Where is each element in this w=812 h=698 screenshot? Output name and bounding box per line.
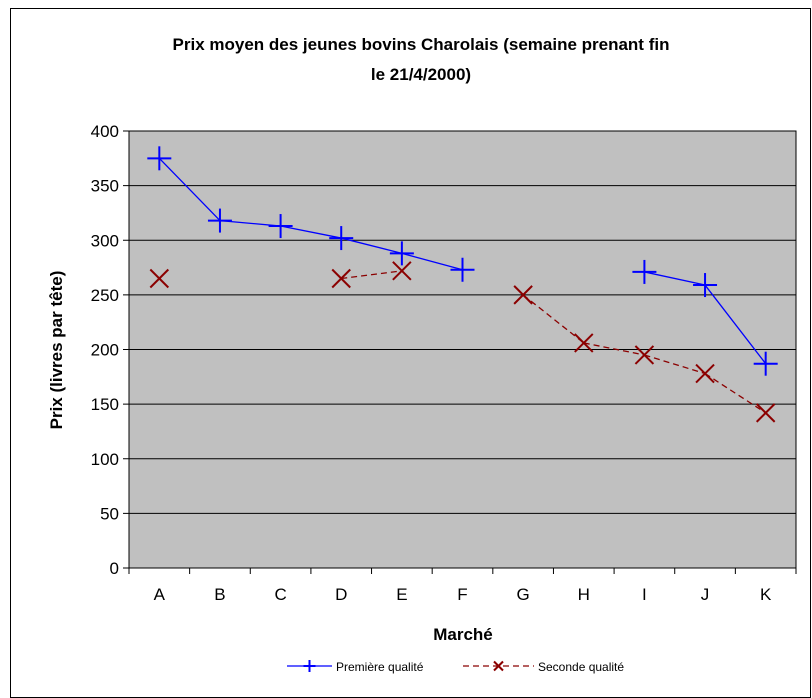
plus-marker (632, 259, 657, 284)
x-axis-title: Marché (433, 625, 493, 644)
y-tick-label: 400 (91, 122, 119, 141)
plus-marker (303, 660, 316, 672)
y-tick-label: 350 (91, 177, 119, 196)
series-0 (147, 146, 778, 376)
chart-title-line-2: le 21/4/2000) (371, 65, 471, 84)
x-marker (695, 363, 715, 384)
series-line-segment (583, 342, 645, 356)
y-tick-label: 200 (91, 341, 119, 360)
plus-marker (147, 146, 172, 171)
x-tick-label: G (517, 585, 530, 604)
series-line-segment (522, 294, 585, 344)
x-marker (331, 268, 351, 289)
plus-marker (693, 273, 718, 298)
series-line-segment (341, 270, 402, 280)
series-line-segment (401, 252, 463, 271)
x-marker (493, 660, 504, 672)
x-tick-label: C (274, 585, 286, 604)
series-line-segment (704, 372, 767, 414)
series-line-segment (158, 157, 221, 222)
plus-marker (753, 351, 778, 376)
x-tick-label: B (214, 585, 225, 604)
x-marker (755, 403, 776, 423)
chart-title-line-1: Prix moyen des jeunes bovins Charolais (… (173, 35, 670, 54)
x-tick-label: E (396, 585, 407, 604)
y-tick-label: 300 (91, 231, 119, 250)
grid-lines (129, 185, 796, 514)
y-tick-labels: 0 50 100 150 200 250 300 350 400 (91, 122, 119, 578)
plus-marker (268, 214, 293, 239)
legend-item-premiere (287, 660, 332, 672)
x-tick-labels: A B C D E F G H I J K (154, 585, 772, 604)
series-line-segment (644, 354, 706, 375)
y-axis-title: Prix (livres par tête) (47, 271, 66, 430)
chart-svg: Prix moyen des jeunes bovins Charolais (… (47, 35, 797, 674)
series-line-segment (280, 225, 342, 239)
legend-label-premiere: Première qualité (336, 660, 424, 674)
axes (123, 130, 797, 574)
x-marker (513, 285, 533, 305)
series-line-segment (644, 271, 706, 286)
legend-item-seconde (463, 660, 534, 672)
series-line-segment (704, 284, 767, 365)
x-marker (634, 345, 655, 365)
y-tick-label: 250 (91, 286, 119, 305)
series-1 (149, 261, 776, 423)
x-marker (392, 261, 412, 281)
y-tick-label: 100 (91, 450, 119, 469)
plus-marker (329, 226, 354, 251)
y-tick-label: 50 (100, 504, 119, 523)
x-marker (149, 268, 170, 289)
x-tick-label: I (642, 585, 647, 604)
x-tick-label: K (760, 585, 772, 604)
plus-marker (207, 208, 232, 233)
x-tick-label: A (154, 585, 166, 604)
y-tick-label: 0 (110, 559, 119, 578)
plus-marker (450, 257, 475, 282)
x-tick-label: F (457, 585, 467, 604)
legend-label-seconde: Seconde qualité (538, 660, 624, 674)
series-line-segment (341, 237, 403, 254)
x-tick-label: H (578, 585, 590, 604)
legend: Première qualité Seconde qualité (287, 660, 624, 674)
x-tick-label: J (701, 585, 710, 604)
series-layer (147, 146, 778, 423)
x-marker (574, 333, 594, 353)
y-tick-label: 150 (91, 395, 119, 414)
x-tick-label: D (335, 585, 347, 604)
plus-marker (389, 241, 414, 266)
